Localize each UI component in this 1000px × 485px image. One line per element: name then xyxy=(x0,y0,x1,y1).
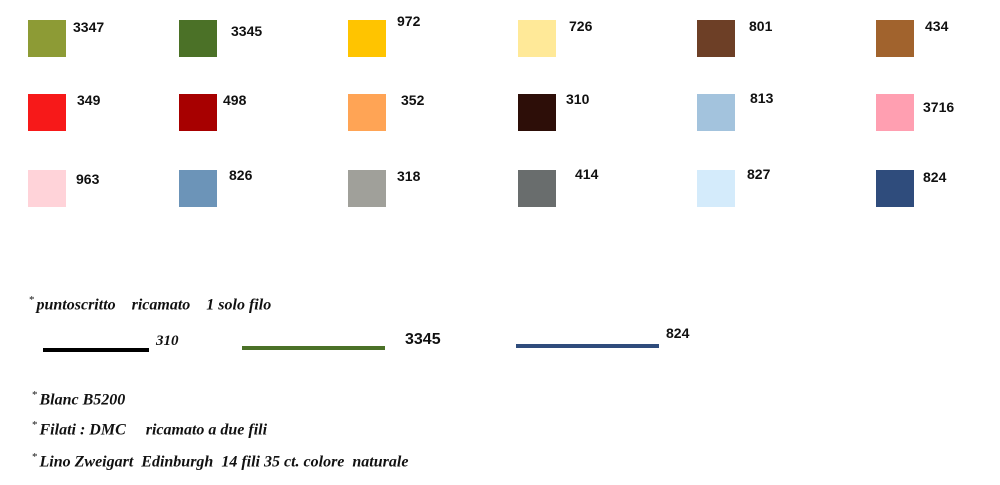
swatch-code: 318 xyxy=(397,168,421,184)
swatch-code: 414 xyxy=(575,166,599,182)
swatch-827 xyxy=(697,170,735,207)
swatch-726 xyxy=(518,20,556,57)
swatch-349 xyxy=(28,94,66,131)
backstitch-label-3345: 3345 xyxy=(405,331,441,348)
swatch-code: 813 xyxy=(750,90,774,106)
swatch-352 xyxy=(348,94,386,131)
swatch-code: 434 xyxy=(925,18,949,34)
swatch-code: 310 xyxy=(566,91,590,107)
backstitch-note-text: puntoscritto ricamato 1 solo filo xyxy=(36,296,272,314)
backstitch-line-310 xyxy=(43,348,149,352)
swatch-code: 3345 xyxy=(231,23,263,39)
swatch-code: 3347 xyxy=(73,19,105,35)
swatch-code: 972 xyxy=(397,13,421,29)
swatch-code: 801 xyxy=(749,18,773,34)
blanc-note-text: Blanc B5200 xyxy=(39,391,126,409)
swatch-813 xyxy=(697,94,735,131)
swatch-code: 963 xyxy=(76,171,100,187)
backstitch-label-310: 310 xyxy=(156,333,179,349)
threads-note-text: Filati : DMC ricamato a due fili xyxy=(39,421,268,439)
threads-note: * Filati : DMC ricamato a due fili xyxy=(32,420,267,438)
swatch-code: 824 xyxy=(923,169,947,185)
backstitch-note: * puntoscritto ricamato 1 solo filo xyxy=(29,295,271,313)
swatch-498 xyxy=(179,94,217,131)
swatch-434 xyxy=(876,20,914,57)
backstitch-line-824 xyxy=(516,344,659,348)
swatch-code: 726 xyxy=(569,18,593,34)
swatch-310 xyxy=(518,94,556,131)
swatch-code: 827 xyxy=(747,166,771,182)
swatch-824 xyxy=(876,170,914,207)
blanc-note: * Blanc B5200 xyxy=(32,390,125,408)
swatch-3345 xyxy=(179,20,217,57)
swatch-3347 xyxy=(28,20,66,57)
linen-note-text: Lino Zweigart Edinburgh 14 fili 35 ct. c… xyxy=(39,453,409,471)
swatch-code: 349 xyxy=(77,92,101,108)
backstitch-line-3345 xyxy=(242,346,385,350)
swatch-963 xyxy=(28,170,66,207)
asterisk: * xyxy=(32,419,38,431)
swatch-code: 352 xyxy=(401,92,425,108)
asterisk: * xyxy=(32,389,38,401)
swatch-code: 826 xyxy=(229,167,253,183)
swatch-3716 xyxy=(876,94,914,131)
asterisk: * xyxy=(29,294,35,306)
swatch-414 xyxy=(518,170,556,207)
swatch-972 xyxy=(348,20,386,57)
linen-note: * Lino Zweigart Edinburgh 14 fili 35 ct. … xyxy=(32,452,408,470)
backstitch-label-824: 824 xyxy=(666,325,690,341)
swatch-826 xyxy=(179,170,217,207)
swatch-318 xyxy=(348,170,386,207)
swatch-801 xyxy=(697,20,735,57)
asterisk: * xyxy=(32,451,38,463)
swatch-code: 498 xyxy=(223,92,247,108)
swatch-code: 3716 xyxy=(923,99,955,115)
